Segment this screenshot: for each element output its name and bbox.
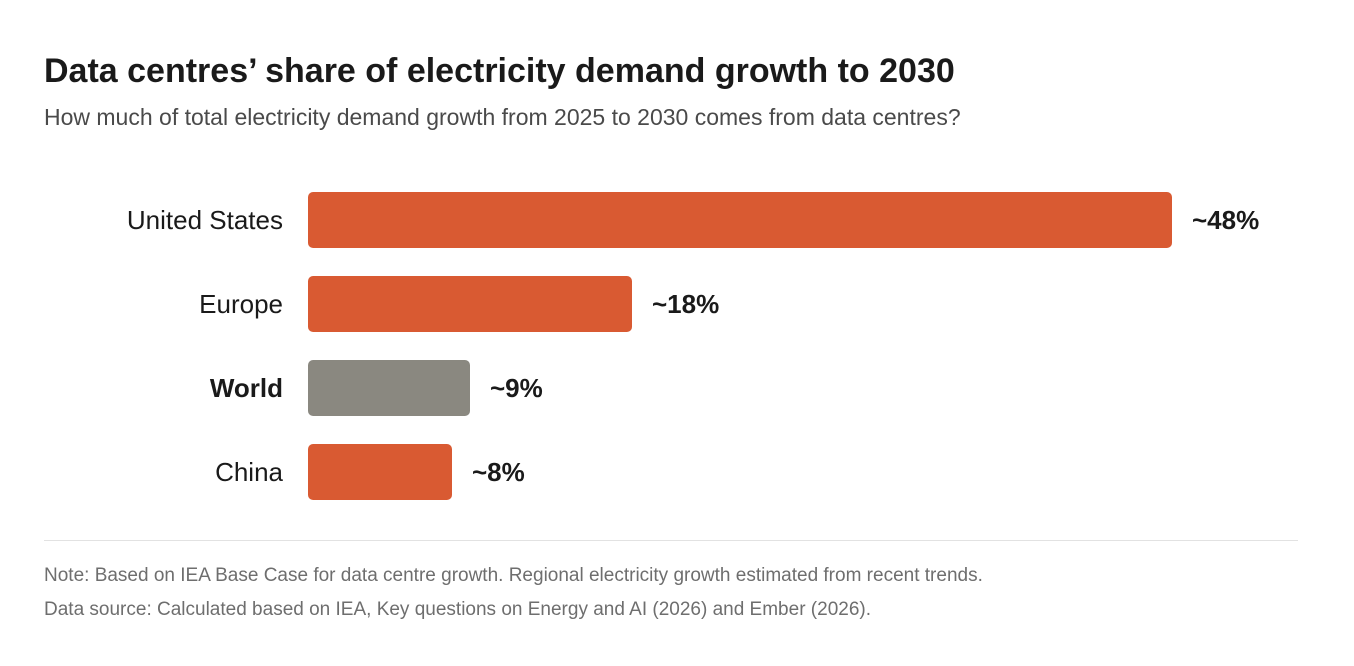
chart-title: Data centres’ share of electricity deman… [44, 52, 955, 90]
bar-chart: United States ~48% Europe ~18% World ~9% China… [127, 192, 1259, 500]
category-label: United States [127, 205, 283, 235]
bar [308, 360, 470, 416]
footer-divider [44, 540, 1298, 541]
bar [308, 444, 452, 500]
category-label: Europe [199, 289, 283, 319]
data-label: ~8% [472, 457, 525, 487]
category-label: China [215, 457, 283, 487]
data-label: ~48% [1192, 205, 1259, 235]
data-source: Data source: Calculated based on IEA, Ke… [44, 599, 872, 620]
footnote: Note: Based on IEA Base Case for data ce… [44, 565, 983, 586]
chart-subtitle: How much of total electricity demand gro… [44, 104, 961, 130]
category-label: World [210, 373, 283, 403]
bar [308, 276, 632, 332]
bar [308, 192, 1172, 248]
data-label: ~9% [490, 373, 543, 403]
data-label: ~18% [652, 289, 719, 319]
